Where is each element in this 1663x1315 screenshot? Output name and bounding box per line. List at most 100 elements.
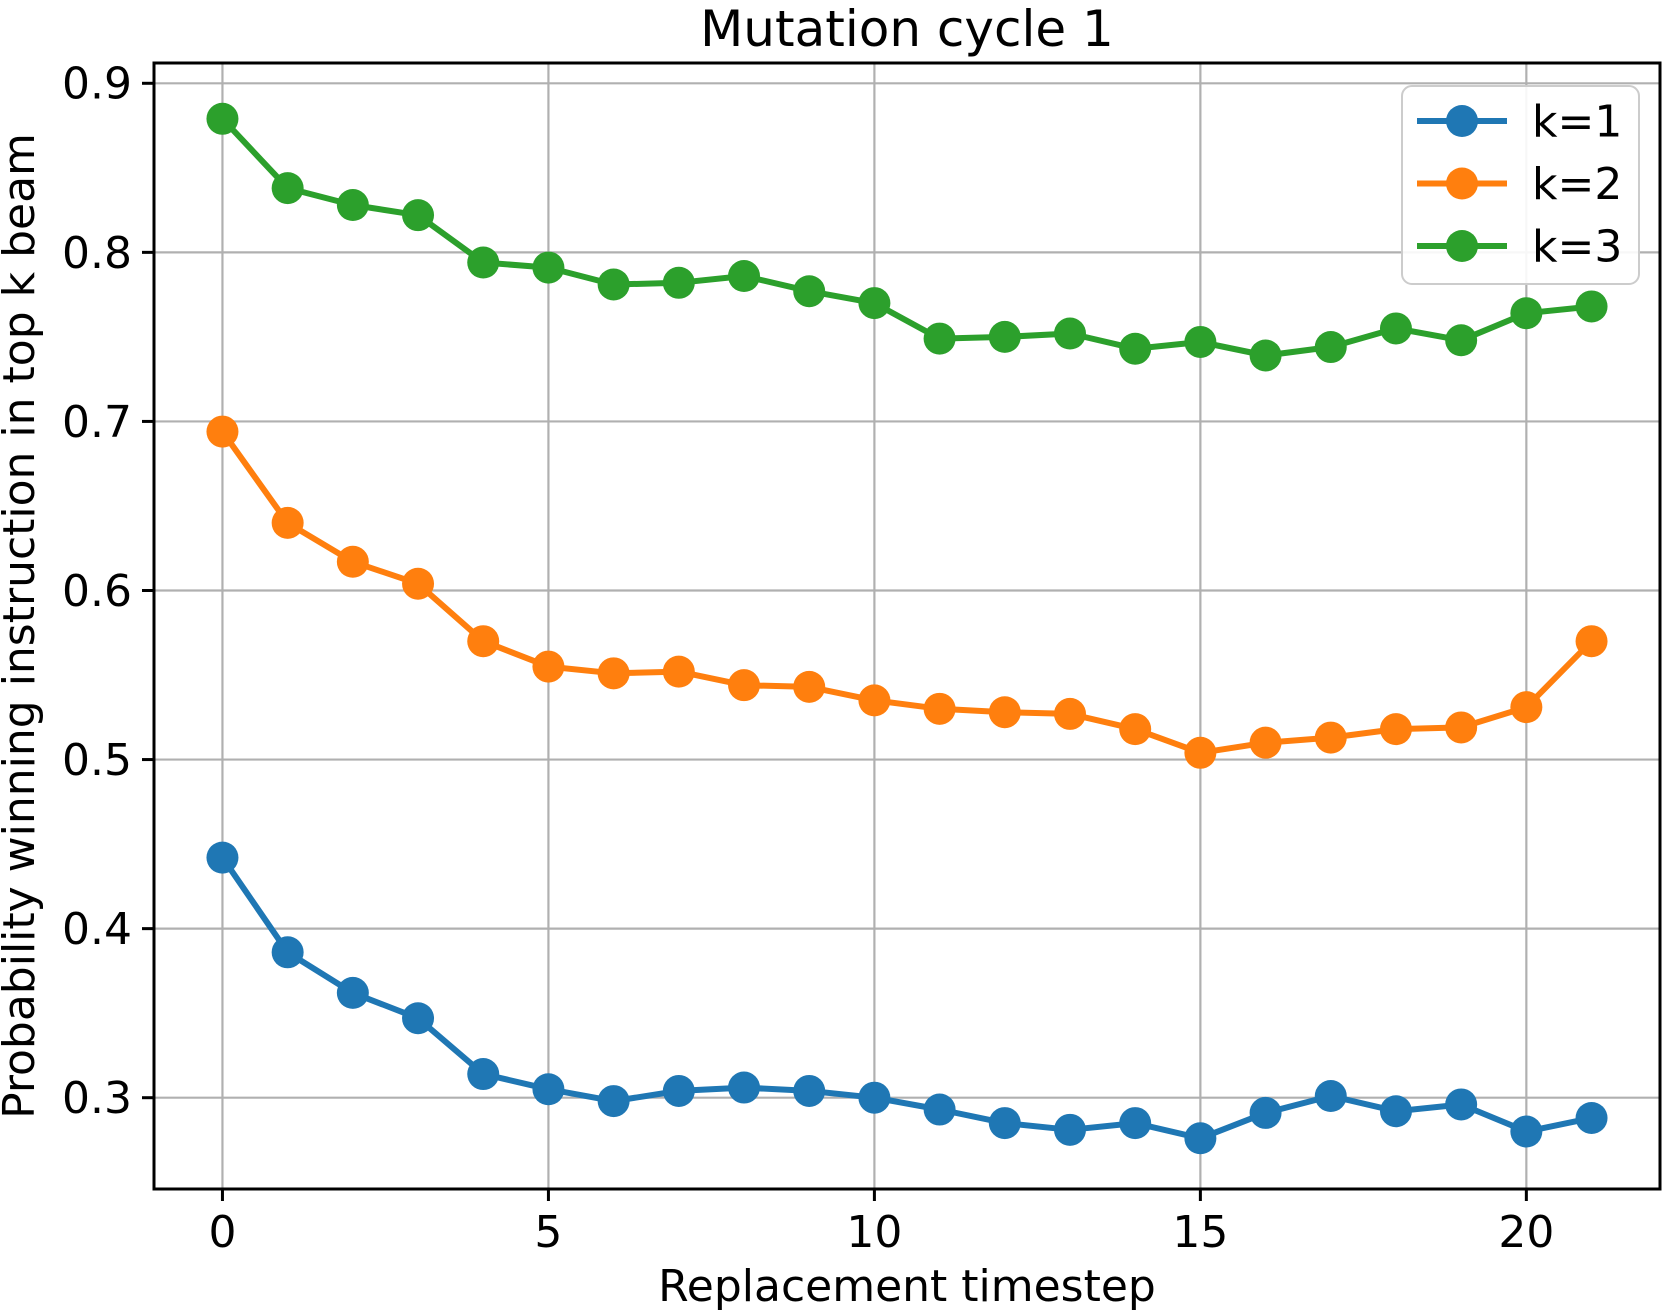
data-point	[988, 1107, 1021, 1140]
plot-border	[152, 61, 1662, 1191]
legend-marker-icon	[1446, 230, 1478, 262]
data-point	[1053, 317, 1086, 350]
data-point	[923, 692, 956, 725]
data-point	[467, 246, 500, 279]
data-point	[728, 1071, 761, 1104]
y-tick-label: 0.8	[62, 228, 132, 279]
data-point	[1445, 711, 1478, 744]
data-point	[793, 275, 826, 308]
legend-marker-icon	[1446, 105, 1478, 137]
y-tick-label: 0.7	[62, 397, 132, 448]
data-point	[793, 670, 826, 703]
data-point	[402, 567, 435, 600]
series-line	[219, 428, 1595, 756]
grid-lines	[154, 63, 1660, 1189]
data-point	[662, 1074, 695, 1107]
x-axis-label: Replacement timestep	[658, 1261, 1156, 1312]
data-point	[1249, 726, 1282, 759]
data-point	[336, 189, 369, 222]
data-point	[336, 545, 369, 578]
data-point	[1510, 691, 1543, 724]
axes: 0 5 10 15 20 0.3 0.4 0.5 0.6 0.7 0.8 0.9	[62, 59, 1662, 1258]
data-point	[532, 650, 565, 683]
data-series	[206, 102, 1608, 1155]
data-point	[206, 415, 239, 448]
data-point	[1119, 1107, 1152, 1140]
data-point	[858, 684, 891, 717]
legend-item: k=3	[1417, 221, 1622, 272]
data-point	[662, 655, 695, 688]
data-point	[1184, 325, 1217, 358]
data-point	[206, 102, 239, 135]
data-point	[1575, 1101, 1608, 1134]
legend-label: k=1	[1532, 96, 1622, 147]
chart-title: Mutation cycle 1	[700, 0, 1114, 58]
data-point	[662, 266, 695, 299]
data-point	[271, 506, 304, 539]
series-k1	[206, 841, 1608, 1155]
series-k3	[206, 102, 1608, 372]
data-point	[1249, 1096, 1282, 1129]
data-point	[1445, 1088, 1478, 1121]
x-tick-label: 5	[534, 1207, 562, 1258]
data-point	[1119, 332, 1152, 365]
data-point	[1119, 713, 1152, 746]
data-point	[858, 287, 891, 320]
data-point	[1379, 1095, 1412, 1128]
data-point	[1575, 625, 1608, 658]
data-point	[597, 268, 630, 301]
data-point	[1053, 1113, 1086, 1146]
y-tick-label: 0.4	[62, 904, 132, 955]
data-point	[597, 1085, 630, 1118]
series-line	[219, 854, 1595, 1142]
legend-label: k=3	[1532, 221, 1622, 272]
data-point	[1379, 312, 1412, 345]
data-point	[1314, 721, 1347, 754]
y-tick-label: 0.6	[62, 566, 132, 617]
data-point	[1510, 297, 1543, 330]
x-tick-label: 0	[208, 1207, 236, 1258]
x-tick-label: 20	[1498, 1207, 1554, 1258]
data-point	[1314, 331, 1347, 364]
data-point	[988, 696, 1021, 729]
data-point	[467, 1058, 500, 1091]
legend-marker-icon	[1446, 167, 1478, 200]
data-point	[1510, 1115, 1543, 1148]
data-point	[793, 1074, 826, 1107]
y-tick-label: 0.9	[62, 59, 132, 110]
data-point	[1575, 290, 1608, 323]
data-point	[402, 1002, 435, 1035]
data-point	[597, 657, 630, 690]
series-line	[219, 115, 1595, 359]
y-tick-label: 0.5	[62, 735, 132, 786]
data-point	[728, 669, 761, 702]
data-point	[532, 1073, 565, 1106]
y-tick-label: 0.3	[62, 1073, 132, 1124]
data-point	[1379, 713, 1412, 746]
data-point	[271, 172, 304, 205]
legend: k=1 k=2 k=3	[1401, 85, 1640, 285]
data-point	[988, 320, 1021, 353]
data-point	[532, 251, 565, 284]
data-point	[1314, 1080, 1347, 1113]
data-point	[1053, 697, 1086, 730]
data-point	[1445, 324, 1478, 357]
series-k2	[206, 415, 1608, 769]
legend-item: k=2	[1417, 159, 1622, 210]
data-point	[336, 976, 369, 1009]
legend-label: k=2	[1532, 159, 1622, 210]
data-point	[1249, 339, 1282, 372]
data-point	[923, 322, 956, 355]
data-point	[271, 936, 304, 969]
data-point	[402, 199, 435, 232]
y-axis-label: Probability winning instruction in top k…	[0, 133, 45, 1119]
data-point	[728, 260, 761, 293]
x-tick-label: 10	[846, 1207, 902, 1258]
data-point	[206, 841, 239, 874]
data-point	[858, 1081, 891, 1114]
x-tick-label: 15	[1172, 1207, 1228, 1258]
data-point	[467, 625, 500, 658]
legend-item: k=1	[1417, 96, 1622, 147]
